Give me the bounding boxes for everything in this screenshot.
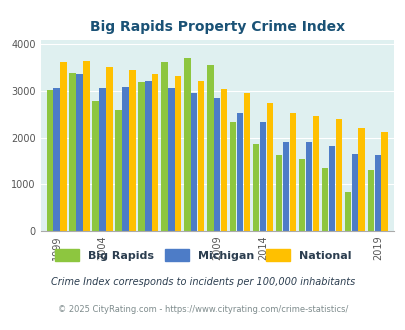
Bar — [53, 88, 60, 231]
Bar — [237, 113, 243, 231]
Bar — [344, 192, 350, 231]
Bar — [83, 61, 90, 231]
Bar — [374, 155, 380, 231]
Text: © 2025 CityRating.com - https://www.cityrating.com/crime-statistics/: © 2025 CityRating.com - https://www.city… — [58, 305, 347, 314]
Text: Crime Index corresponds to incidents per 100,000 inhabitants: Crime Index corresponds to incidents per… — [51, 278, 354, 287]
Bar — [298, 159, 305, 231]
Bar — [351, 153, 357, 231]
Bar — [243, 93, 249, 231]
Bar — [60, 62, 66, 231]
Bar — [138, 82, 144, 231]
Bar — [92, 101, 98, 231]
Bar — [198, 81, 204, 231]
Bar — [275, 155, 281, 231]
Bar — [380, 133, 387, 231]
Bar — [335, 119, 341, 231]
Bar — [312, 116, 318, 231]
Bar — [152, 74, 158, 231]
Bar — [129, 70, 135, 231]
Bar — [122, 87, 128, 231]
Bar — [289, 114, 295, 231]
Bar — [213, 98, 220, 231]
Bar — [358, 128, 364, 231]
Bar — [367, 170, 373, 231]
Bar — [69, 73, 76, 231]
Bar — [230, 122, 236, 231]
Bar — [76, 74, 83, 231]
Legend: Big Rapids, Michigan, National: Big Rapids, Michigan, National — [50, 245, 355, 265]
Bar — [259, 122, 266, 231]
Bar — [220, 89, 227, 231]
Bar — [305, 142, 311, 231]
Bar — [168, 88, 174, 231]
Bar — [328, 146, 334, 231]
Bar — [175, 76, 181, 231]
Bar — [106, 67, 112, 231]
Bar — [161, 61, 167, 231]
Bar — [207, 65, 213, 231]
Bar — [252, 144, 259, 231]
Bar — [184, 58, 190, 231]
Bar — [191, 93, 197, 231]
Bar — [115, 110, 122, 231]
Bar — [282, 142, 288, 231]
Bar — [145, 81, 151, 231]
Bar — [99, 88, 105, 231]
Bar — [266, 103, 273, 231]
Title: Big Rapids Property Crime Index: Big Rapids Property Crime Index — [90, 20, 344, 34]
Bar — [47, 90, 53, 231]
Bar — [321, 168, 327, 231]
